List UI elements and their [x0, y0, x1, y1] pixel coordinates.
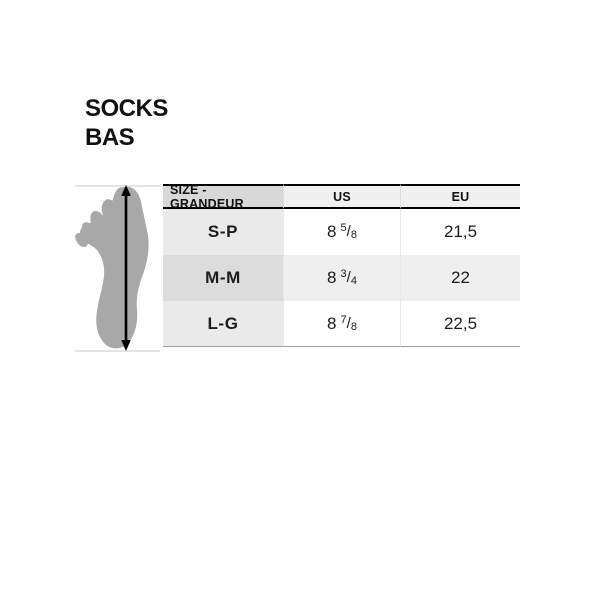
us-numerator: 5 [340, 222, 347, 234]
us-denominator: 4 [350, 275, 357, 287]
us-denominator: 8 [350, 320, 357, 333]
us-whole: 8 [327, 268, 337, 287]
us-denominator: 8 [350, 229, 357, 241]
page-title: SOCKS BAS [85, 94, 168, 152]
us-value: 8 3/4 [283, 255, 400, 301]
eu-value: 22 [400, 255, 520, 301]
header-us: US [283, 184, 400, 209]
us-whole: 8 [327, 222, 337, 241]
size-label: M-M [163, 255, 283, 301]
header-size-grandeur: SIZE - GRANDEUR [163, 183, 283, 211]
table-row-lg: L-G 8 7/8 22,5 [163, 301, 520, 347]
us-whole: 8 [327, 313, 337, 333]
eu-value: 21,5 [400, 209, 520, 255]
arrowhead-down-icon [121, 340, 131, 351]
size-label: S-P [163, 209, 283, 255]
arrowhead-up-icon [121, 185, 131, 196]
header-eu: EU [400, 184, 520, 209]
us-numerator: 7 [340, 313, 347, 326]
size-label: L-G [163, 301, 283, 347]
table-row-sp: S-P 8 5/8 21,5 [163, 209, 520, 255]
toe-shape [101, 199, 119, 223]
eu-value: 22,5 [400, 301, 520, 347]
us-numerator: 3 [340, 268, 347, 280]
toe-shape [75, 232, 88, 248]
foot-sole-illustration [75, 185, 160, 352]
fraction-slash: / [346, 223, 351, 240]
fraction-slash: / [346, 269, 351, 286]
size-table-header-row: SIZE - GRANDEUR US EU [163, 183, 520, 211]
toe-shape [81, 222, 97, 240]
us-value: 8 7/8 [283, 301, 400, 347]
toe-shape [90, 211, 106, 231]
table-row-mm: M-M 8 3/4 22 [163, 255, 520, 301]
size-table: SIZE - GRANDEUR US EU S-P 8 5/8 21,5 M-M … [163, 183, 520, 347]
us-value: 8 5/8 [283, 209, 400, 255]
fraction-slash: / [346, 314, 351, 332]
page-title-line2: BAS [85, 124, 135, 151]
foot-measurement-figure [75, 180, 161, 355]
page-title-line1: SOCKS [85, 95, 168, 122]
